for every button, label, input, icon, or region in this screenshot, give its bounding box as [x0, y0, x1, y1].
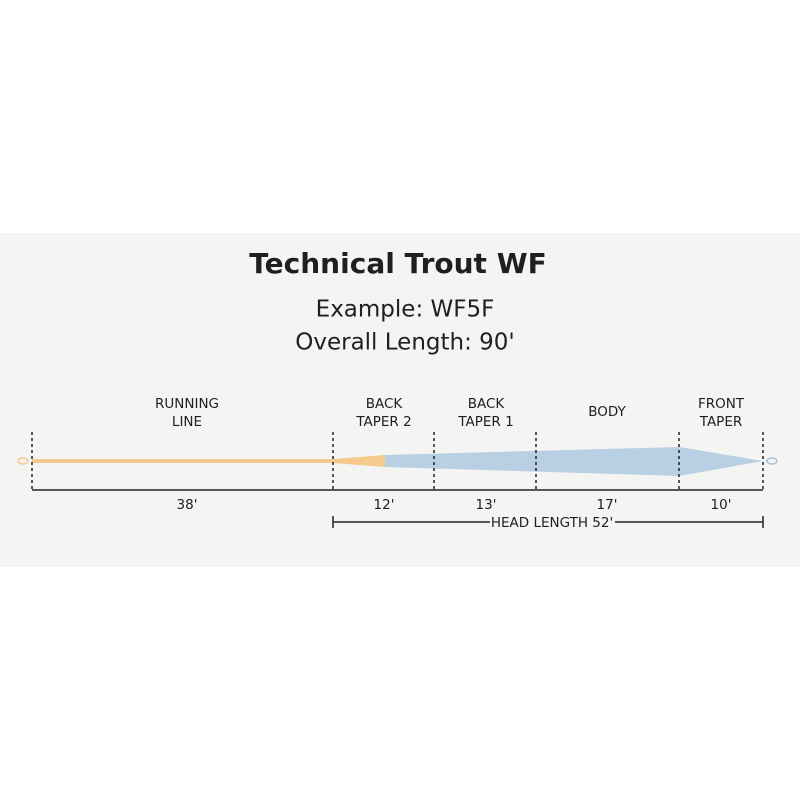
front-loop	[766, 457, 778, 465]
segment-label: BODY	[588, 404, 626, 420]
running-line	[32, 459, 334, 463]
segment-length: 17'	[597, 497, 618, 513]
panel	[0, 233, 800, 567]
segment-length: 13'	[476, 497, 497, 513]
overall-length: Overall Length: 90'	[295, 330, 515, 356]
segment-length: 10'	[711, 497, 732, 513]
segment-length: 12'	[374, 497, 395, 513]
back-loop	[17, 457, 29, 465]
segment-label: FRONT	[698, 396, 745, 412]
head-length-label: HEAD LENGTH 52'	[491, 515, 613, 531]
segment-label: LINE	[172, 414, 202, 430]
head-length: HEAD LENGTH 52'	[332, 515, 764, 531]
segment-label: BACK	[366, 396, 404, 412]
segment-length: 38'	[177, 497, 198, 513]
segment-label: TAPER 2	[355, 414, 411, 430]
head-taper	[385, 447, 763, 476]
segment-label: BACK	[468, 396, 506, 412]
line-shape	[17, 447, 778, 476]
segment-label: TAPER	[699, 414, 742, 430]
dividers	[31, 432, 764, 491]
segment-label: RUNNING	[155, 396, 219, 412]
example: Example: WF5F	[316, 297, 495, 323]
back-taper-orange	[333, 455, 385, 467]
title: Technical Trout WF	[249, 247, 546, 280]
segment-label: TAPER 1	[457, 414, 513, 430]
